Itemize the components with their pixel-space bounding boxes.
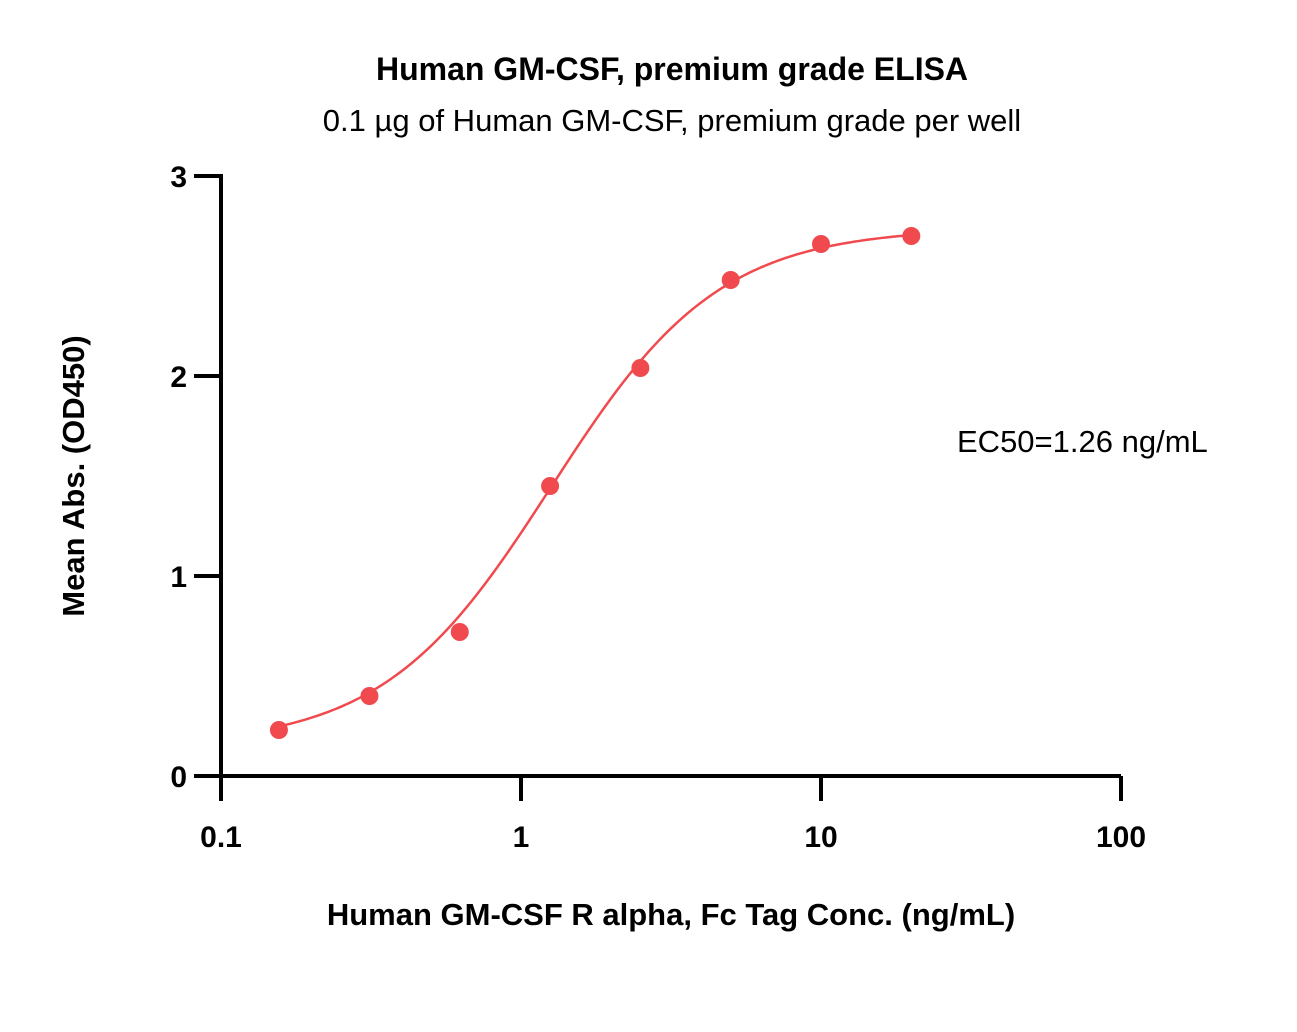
y-tick-label: 1 [170,561,187,594]
data-point [902,227,921,245]
data-point [721,271,740,289]
ec50-annotation: EC50=1.26 ng/mL [957,424,1208,459]
y-tick-label: 3 [170,161,187,194]
chart-title: Human GM-CSF, premium grade ELISA [376,51,968,87]
y-tick-label: 2 [170,361,187,394]
y-ticks: 0 1 2 3 [170,161,221,794]
chart-subtitle: 0.1 µg of Human GM-CSF, premium grade pe… [323,103,1021,138]
data-point [812,235,830,253]
fit-curve [278,233,912,728]
x-tick-label: 0.1 [200,821,242,854]
x-tick-label: 1 [513,821,530,854]
y-tick-label: 0 [170,761,187,794]
data-point [631,359,650,377]
y-axis-label: Mean Abs. (OD450) [56,335,91,616]
x-tick-label: 100 [1096,821,1146,854]
x-axis-label: Human GM-CSF R alpha, Fc Tag Conc. (ng/m… [327,897,1015,932]
data-point [450,623,469,641]
data-point [541,477,560,495]
data-points [269,227,921,739]
x-tick-label: 10 [804,821,837,854]
data-point [269,721,288,739]
x-ticks: 0.1 1 10 100 [200,776,1146,854]
data-point [360,687,379,705]
